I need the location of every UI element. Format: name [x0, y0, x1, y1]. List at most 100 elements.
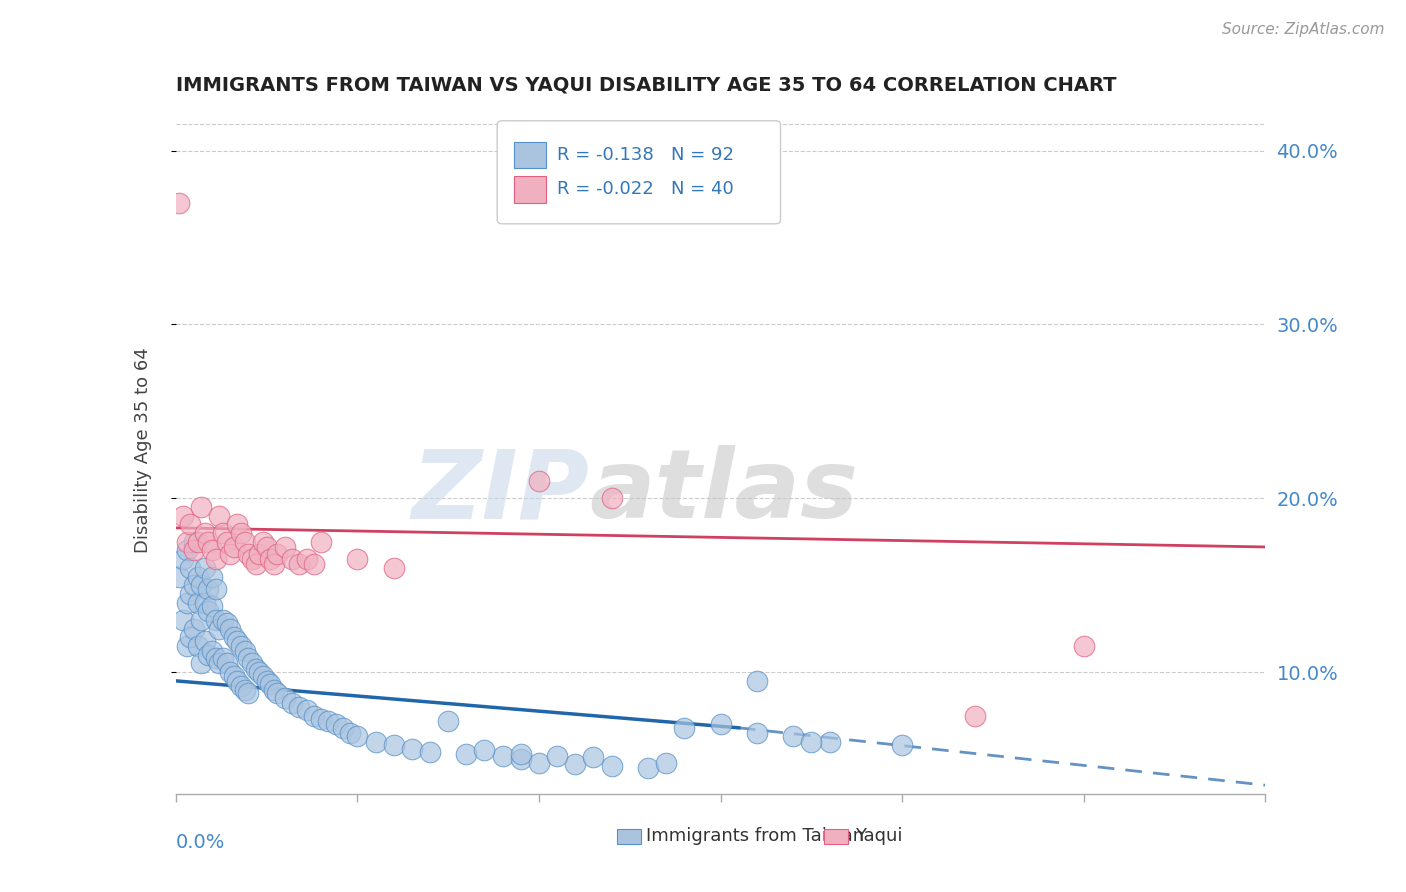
Point: [215, 657, 238, 671]
Point: [204, 613, 226, 627]
Point: [252, 534, 274, 549]
Point: [186, 596, 209, 610]
FancyBboxPatch shape: [498, 120, 780, 224]
Point: [169, 569, 191, 583]
Point: [204, 651, 226, 665]
Point: [179, 517, 201, 532]
Point: [226, 517, 249, 532]
Point: [263, 558, 285, 572]
Point: [818, 735, 841, 749]
Point: [190, 657, 212, 671]
FancyBboxPatch shape: [824, 829, 848, 844]
Point: [288, 700, 311, 714]
Point: [346, 552, 368, 566]
Point: [240, 657, 263, 671]
Point: [186, 639, 209, 653]
Point: [204, 552, 226, 566]
Point: [238, 651, 260, 665]
Point: [256, 540, 278, 554]
Point: [256, 673, 278, 688]
Point: [382, 561, 405, 575]
Point: [179, 631, 201, 645]
Point: [197, 582, 219, 596]
Point: [186, 569, 209, 583]
Point: [274, 691, 297, 706]
Point: [212, 651, 235, 665]
FancyBboxPatch shape: [513, 142, 546, 169]
Point: [710, 717, 733, 731]
Text: 0.0%: 0.0%: [176, 833, 225, 852]
Point: [231, 526, 253, 541]
Point: [190, 613, 212, 627]
Point: [219, 547, 242, 561]
Point: [263, 682, 285, 697]
Point: [782, 730, 804, 744]
Point: [259, 552, 281, 566]
Point: [401, 741, 423, 756]
Point: [176, 596, 198, 610]
Point: [194, 633, 217, 648]
Point: [238, 686, 260, 700]
Point: [172, 508, 194, 523]
Y-axis label: Disability Age 35 to 64: Disability Age 35 to 64: [134, 348, 152, 553]
Point: [176, 534, 198, 549]
Point: [1073, 639, 1095, 653]
Point: [201, 569, 224, 583]
Point: [169, 195, 191, 210]
Point: [673, 721, 696, 735]
Point: [197, 534, 219, 549]
Text: ZIP: ZIP: [412, 445, 591, 538]
Point: [364, 735, 387, 749]
Point: [208, 508, 231, 523]
Point: [183, 578, 205, 592]
Point: [197, 648, 219, 662]
Text: R = -0.138   N = 92: R = -0.138 N = 92: [557, 146, 734, 164]
Text: Yaqui: Yaqui: [855, 828, 903, 846]
Point: [219, 622, 242, 636]
Point: [204, 582, 226, 596]
Point: [183, 543, 205, 558]
Point: [226, 673, 249, 688]
Point: [190, 578, 212, 592]
Point: [474, 743, 496, 757]
Point: [274, 540, 297, 554]
Point: [318, 714, 340, 728]
Point: [346, 730, 368, 744]
Point: [509, 752, 531, 766]
Point: [247, 547, 270, 561]
Point: [212, 526, 235, 541]
Point: [437, 714, 460, 728]
Point: [201, 644, 224, 658]
Point: [295, 703, 318, 717]
Point: [309, 712, 332, 726]
Point: [745, 726, 768, 740]
Point: [245, 558, 267, 572]
Point: [252, 668, 274, 682]
FancyBboxPatch shape: [617, 829, 641, 844]
Point: [963, 708, 986, 723]
Text: Source: ZipAtlas.com: Source: ZipAtlas.com: [1222, 22, 1385, 37]
Point: [194, 526, 217, 541]
Point: [266, 686, 288, 700]
Point: [527, 756, 550, 770]
Point: [183, 534, 205, 549]
Point: [194, 561, 217, 575]
Point: [201, 543, 224, 558]
Point: [226, 633, 249, 648]
Point: [492, 748, 515, 763]
Point: [238, 547, 260, 561]
Point: [800, 735, 823, 749]
Point: [172, 613, 194, 627]
Point: [183, 622, 205, 636]
Point: [339, 726, 361, 740]
Point: [219, 665, 242, 680]
Point: [564, 757, 586, 772]
Point: [302, 708, 325, 723]
Point: [600, 491, 623, 506]
Point: [655, 756, 678, 770]
Point: [600, 759, 623, 773]
Point: [179, 587, 201, 601]
Point: [240, 552, 263, 566]
Point: [891, 738, 914, 752]
Point: [295, 552, 318, 566]
